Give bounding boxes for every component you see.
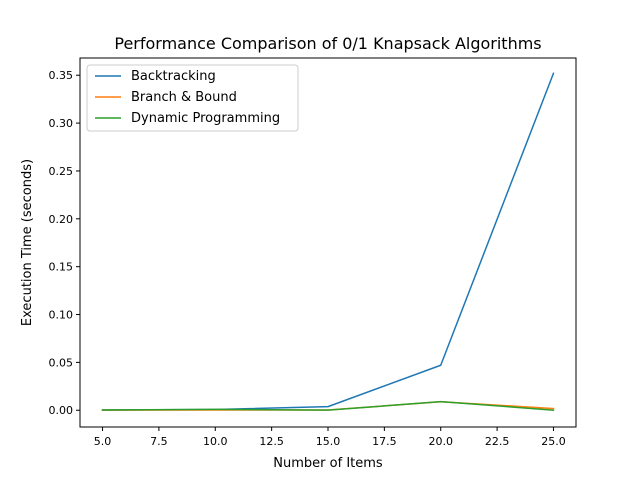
x-tick-label: 15.0 xyxy=(316,435,341,448)
y-tick-label: 0.20 xyxy=(49,213,74,226)
x-tick-label: 12.5 xyxy=(259,435,284,448)
y-axis: 0.00 0.05 0.10 0.15 0.20 0.25 0.30 0.35 xyxy=(49,69,80,417)
y-axis-label: Execution Time (seconds) xyxy=(20,159,35,326)
x-axis: 5.0 7.5 10.0 12.5 15.0 17.5 20.0 22.5 25.0 xyxy=(94,427,566,448)
legend: Backtracking Branch & Bound Dynamic Progra… xyxy=(86,64,299,132)
x-tick-label: 22.5 xyxy=(485,435,510,448)
legend-box xyxy=(86,64,299,132)
x-tick-label: 5.0 xyxy=(94,435,112,448)
chart-title: Performance Comparison of 0/1 Knapsack A… xyxy=(114,34,541,53)
y-tick-label: 0.30 xyxy=(49,117,74,130)
x-tick-label: 17.5 xyxy=(372,435,397,448)
x-tick-label: 10.0 xyxy=(203,435,228,448)
series-layer xyxy=(101,72,555,411)
legend-items: Backtracking Branch & Bound Dynamic Progra… xyxy=(95,69,280,126)
y-tick-label: 0.15 xyxy=(49,261,74,274)
x-axis-label: Number of Items xyxy=(273,456,383,471)
series-line-dynamic-programming xyxy=(101,400,555,411)
y-tick-label: 0.05 xyxy=(49,356,74,369)
plot-area-frame xyxy=(79,57,577,428)
x-tick-label: 20.0 xyxy=(428,435,453,448)
y-tick-label: 0.10 xyxy=(49,309,74,322)
legend-label-branch-bound: Branch & Bound xyxy=(131,90,237,105)
y-tick-label: 0.25 xyxy=(49,165,74,178)
legend-label-backtracking: Backtracking xyxy=(131,69,216,84)
legend-label-dynamic-programming: Dynamic Programming xyxy=(131,111,280,126)
x-tick-label: 25.0 xyxy=(541,435,566,448)
y-tick-label: 0.35 xyxy=(49,69,74,82)
x-tick-label: 7.5 xyxy=(150,435,168,448)
y-tick-label: 0.00 xyxy=(49,404,74,417)
